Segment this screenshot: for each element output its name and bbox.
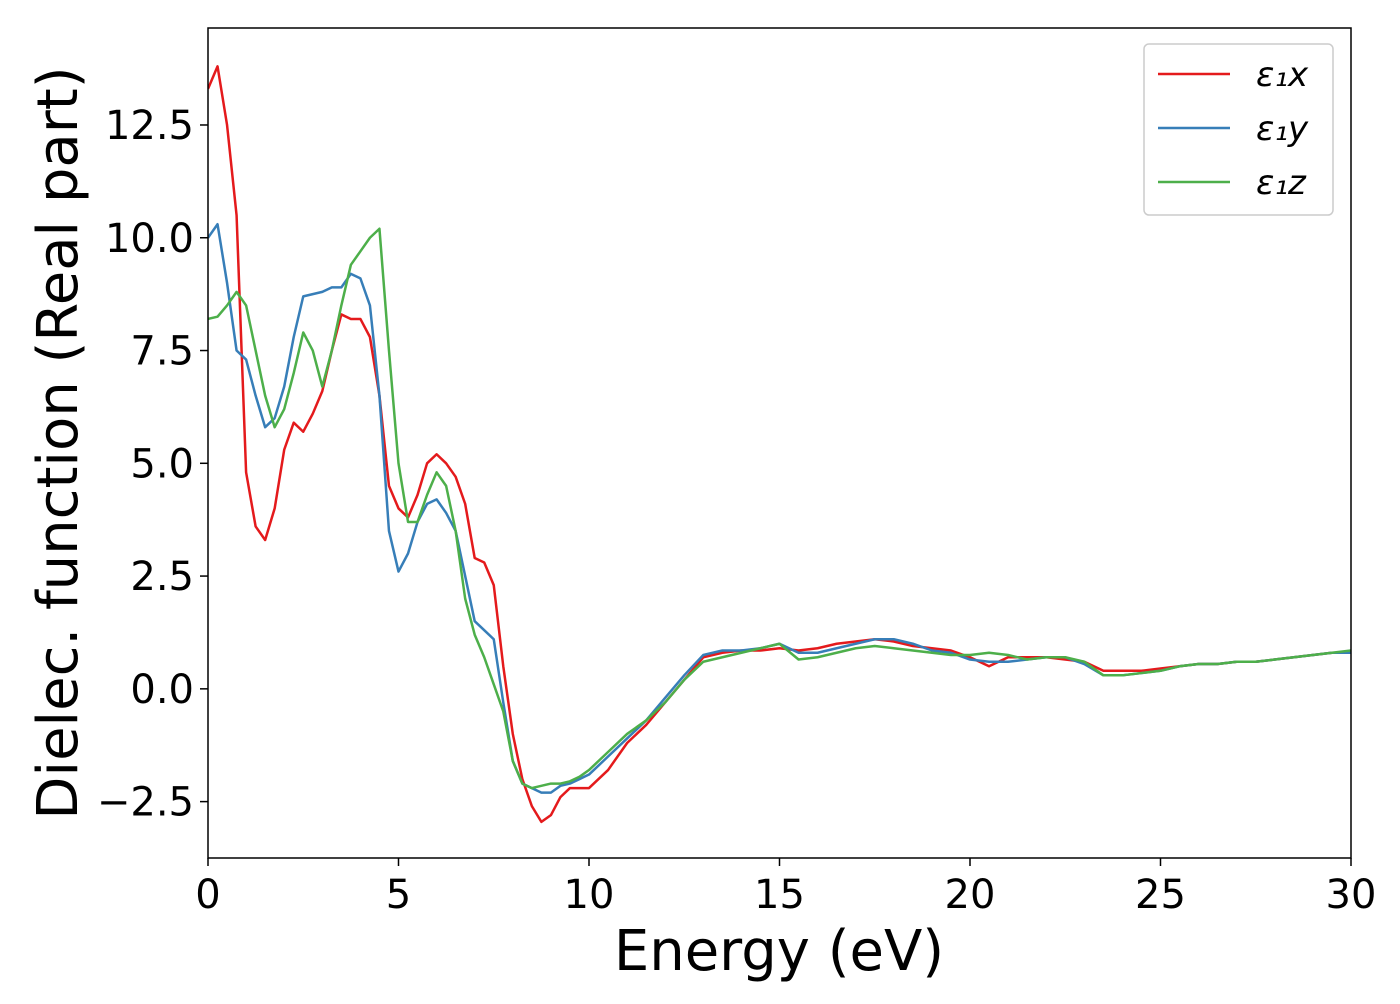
y-tick-label: 0.0 bbox=[130, 667, 194, 713]
data-line bbox=[208, 227, 1351, 790]
x-tick-label: 5 bbox=[386, 872, 411, 918]
x-tick-label: 25 bbox=[1135, 872, 1186, 918]
x-tick-label: 30 bbox=[1326, 872, 1377, 918]
y-axis-label: Dielec. function (Real part) bbox=[26, 66, 91, 819]
y-tick-label: 10.0 bbox=[105, 216, 194, 262]
x-tick-label: 0 bbox=[195, 872, 220, 918]
legend-label: ε₁z bbox=[1256, 163, 1307, 203]
legend-label: ε₁x bbox=[1256, 55, 1309, 95]
x-axis-label: Energy (eV) bbox=[614, 919, 944, 984]
x-tick-label: 15 bbox=[754, 872, 805, 918]
x-tick-label: 10 bbox=[564, 872, 615, 918]
y-tick-label: 12.5 bbox=[105, 103, 194, 149]
y-tick-label: −2.5 bbox=[97, 780, 194, 826]
y-tick-label: 7.5 bbox=[130, 329, 194, 375]
y-tick-label: 5.0 bbox=[130, 441, 194, 487]
data-line bbox=[208, 222, 1351, 794]
x-tick-label: 20 bbox=[945, 872, 996, 918]
y-tick-label: 2.5 bbox=[130, 554, 194, 600]
plot-frame bbox=[207, 27, 1352, 859]
legend-label: ε₁y bbox=[1256, 109, 1309, 149]
legend-box bbox=[1143, 43, 1334, 216]
